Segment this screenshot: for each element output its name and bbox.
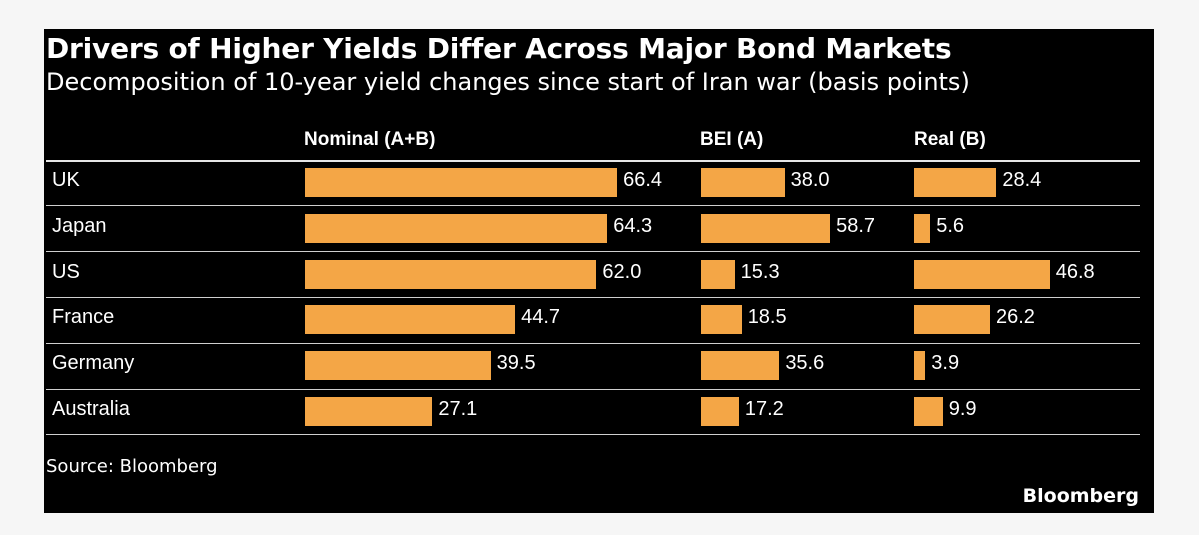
bar (305, 397, 433, 426)
bar (914, 351, 926, 381)
bar (701, 259, 735, 289)
data-label: 3.9 (931, 352, 960, 375)
bar (914, 397, 943, 426)
bar (701, 397, 739, 426)
data-label: 58.7 (836, 214, 876, 237)
bar (914, 259, 1050, 289)
data-label: 66.4 (623, 169, 663, 191)
column-header-nominal: Nominal (A+B) (304, 129, 436, 150)
data-label: 5.6 (936, 214, 965, 237)
chart-subtitle: Decomposition of 10-year yield changes s… (46, 68, 970, 96)
row-divider (46, 205, 1140, 207)
bar (701, 305, 742, 335)
data-label: 35.6 (785, 352, 825, 375)
row-divider (46, 251, 1140, 253)
row-divider (46, 296, 1140, 298)
data-label: 38.0 (790, 169, 830, 191)
data-label: 26.2 (995, 306, 1035, 329)
data-label: 39.5 (496, 352, 536, 375)
data-label: 17.2 (744, 398, 784, 420)
bar (701, 213, 831, 243)
bar (701, 168, 785, 197)
bar (305, 305, 516, 335)
chart-title: Drivers of Higher Yields Differ Across M… (46, 32, 952, 65)
bar (914, 305, 990, 335)
row-divider (46, 342, 1140, 344)
data-label: 64.3 (613, 214, 653, 237)
bar (305, 168, 618, 197)
data-label: 28.4 (1002, 169, 1042, 191)
bloomberg-logo: Bloomberg (1022, 485, 1139, 507)
source-note: Source: Bloomberg (46, 456, 218, 477)
bar (914, 168, 997, 197)
row-divider (46, 388, 1140, 390)
data-label: 9.9 (948, 398, 977, 420)
data-label: 27.1 (438, 398, 478, 420)
bar (701, 351, 780, 381)
row-divider (46, 434, 1140, 436)
row-label: Japan (52, 214, 107, 237)
bar (305, 213, 608, 243)
bar (305, 351, 491, 381)
row-label: Germany (52, 352, 135, 375)
column-header-real: Real (B) (914, 129, 986, 150)
column-header-bei: BEI (A) (700, 129, 764, 150)
data-label: 46.8 (1055, 260, 1095, 283)
data-label: 44.7 (521, 306, 561, 329)
bar (914, 213, 931, 243)
data-label: 15.3 (740, 260, 780, 283)
row-label: UK (52, 169, 80, 191)
bar (305, 259, 597, 289)
row-label: US (52, 260, 80, 283)
row-label: France (52, 306, 115, 329)
row-label: Australia (52, 398, 130, 420)
header-rule (46, 160, 1140, 162)
data-label: 62.0 (602, 260, 642, 283)
data-label: 18.5 (747, 306, 787, 329)
